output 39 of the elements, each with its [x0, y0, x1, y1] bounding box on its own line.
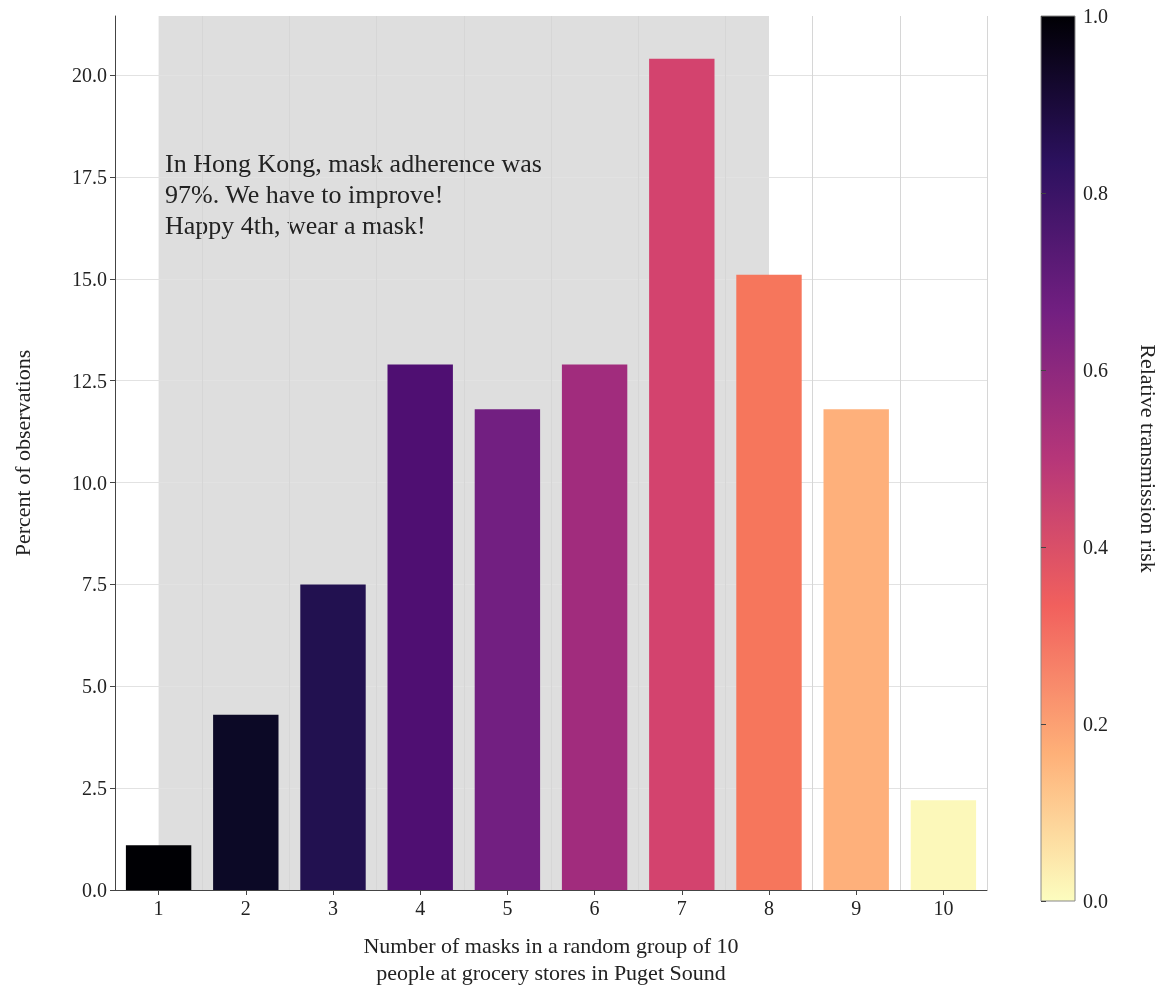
color-bar-label: 0.0 — [1083, 890, 1108, 912]
x-tick-label: 8 — [764, 897, 774, 919]
bar — [910, 800, 977, 890]
bar — [387, 364, 453, 890]
bar — [125, 845, 192, 890]
bar — [561, 364, 628, 890]
bar — [649, 58, 715, 890]
y-tick-label: 12.5 — [72, 369, 107, 392]
y-tick-label: 0.0 — [82, 879, 107, 901]
x-tick-label: 1 — [153, 897, 164, 919]
x-tick-label: 4 — [415, 897, 426, 919]
x-tick-label: 5 — [502, 897, 513, 919]
y-tick-label: 10.0 — [72, 471, 107, 494]
x-tick-label: 7 — [676, 897, 687, 919]
color-bar-label: 1.0 — [1083, 5, 1108, 27]
color-bar-label: 0.6 — [1083, 359, 1108, 381]
annotation: In Hong Kong, mask adherence was 97%. We have to improve! Happy 4th, wear a mask! — [165, 149, 542, 240]
x-axis-title: Number of masks in a random group of 10 people at grocery stores in Puget Sound — [363, 933, 739, 985]
x-tick-label: 10 — [933, 897, 954, 919]
x-tick-label: 3 — [328, 897, 338, 919]
color-bar-label: 0.2 — [1083, 713, 1108, 735]
x-tick-label: 2 — [240, 897, 251, 919]
y-tick-label: 15.0 — [72, 267, 107, 290]
color-bar-title: Relative transmission risk — [1135, 344, 1161, 573]
color-bar-label: 0.8 — [1083, 182, 1108, 204]
bar — [474, 409, 541, 890]
y-tick-label: 5.0 — [82, 675, 107, 698]
y-tick-label: 20.0 — [72, 64, 107, 87]
x-tick-label: 9 — [851, 897, 862, 919]
y-tick-label: 17.5 — [72, 165, 107, 188]
y-tick-label: 2.5 — [82, 777, 107, 800]
y-axis-title: Percent of observations — [9, 349, 35, 557]
bar — [736, 274, 802, 890]
color-bar-label: 0.4 — [1083, 536, 1108, 558]
bar — [213, 714, 279, 890]
bar — [823, 409, 889, 890]
bar — [300, 584, 366, 890]
y-tick-label: 7.5 — [82, 573, 107, 596]
x-tick-label: 6 — [589, 897, 600, 919]
